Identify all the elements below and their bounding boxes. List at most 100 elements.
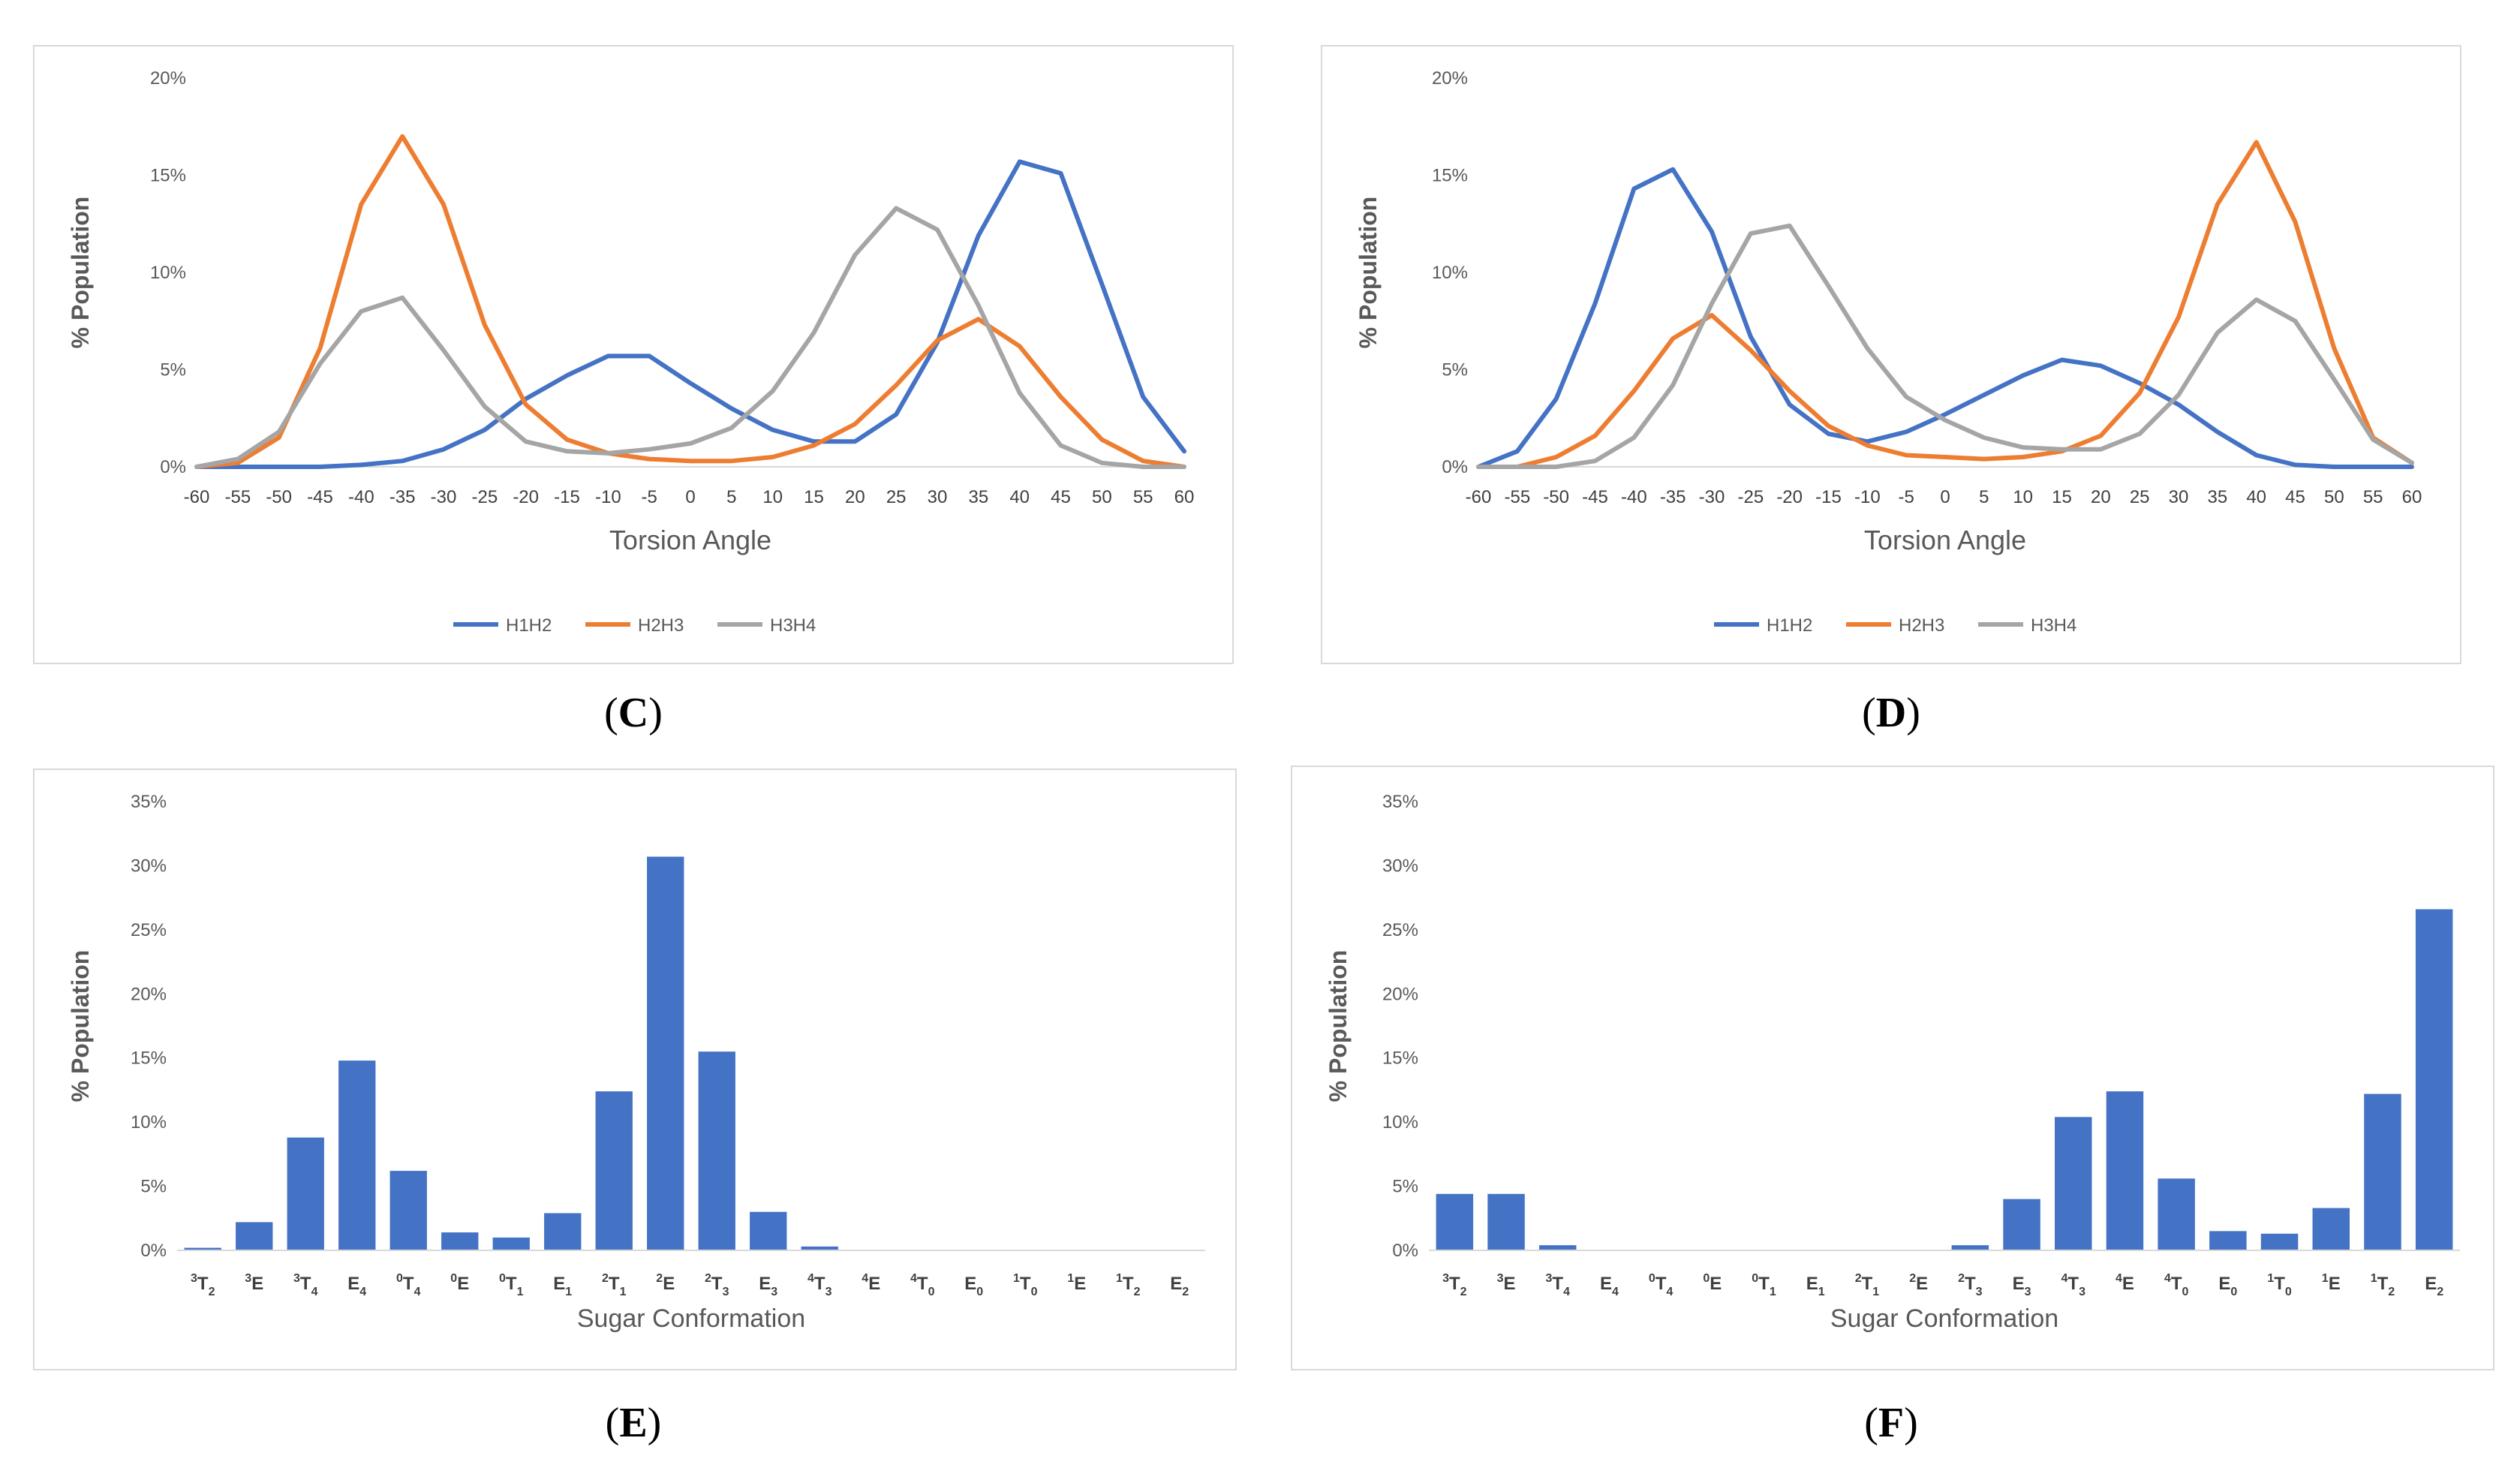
- x-tick-label: 55: [2363, 487, 2383, 507]
- series-line-h1h2: [1476, 167, 2414, 469]
- x-axis-title: Torsion Angle: [1864, 525, 2026, 555]
- x-tick-label: 35: [2207, 487, 2227, 507]
- y-tick-label: 15%: [1382, 1048, 1418, 1069]
- chart-panel-d: 0% 5% 10% 15% 20%% Population -60 -55 -50 -45 -40…: [1321, 45, 2461, 664]
- x-tick-label: 3E: [1497, 1272, 1516, 1294]
- bar: [1487, 1193, 1525, 1250]
- x-tick-label: 15: [2052, 487, 2072, 507]
- bar: [595, 1091, 633, 1250]
- x-tick-label: 25: [886, 487, 907, 507]
- bar: [184, 1247, 221, 1250]
- bar: [801, 1246, 838, 1250]
- bar: [389, 1171, 427, 1250]
- x-tick-label: -35: [389, 487, 416, 507]
- y-tick-label: 5%: [140, 1177, 167, 1197]
- x-tick-label: -50: [266, 487, 292, 507]
- y-tick-label: 30%: [1382, 856, 1418, 876]
- x-tick-label: -55: [1504, 487, 1530, 507]
- x-tick-label: 50: [1092, 487, 1112, 507]
- x-tick-label: 55: [1133, 487, 1153, 507]
- x-tick-label: 4E: [862, 1272, 880, 1294]
- x-tick-label: -15: [554, 487, 580, 507]
- x-tick-label: 2E: [656, 1272, 675, 1294]
- y-tick-label: 10%: [1382, 1112, 1418, 1133]
- x-tick-label: -35: [1660, 487, 1686, 507]
- x-tick-label: E0: [964, 1274, 983, 1298]
- x-tick-label: -30: [431, 487, 457, 507]
- x-tick-label: -25: [1737, 487, 1764, 507]
- x-tick-label: -45: [1582, 487, 1608, 507]
- x-tick-label: 20: [845, 487, 865, 507]
- bar-chart-f: 0% 5% 10% 15% 20% 25% 30% 35% % Population 3T2 3E 3…: [1325, 792, 2460, 1333]
- y-tick-label: 15%: [1432, 166, 1468, 186]
- series-line-h1h2: [194, 159, 1186, 469]
- x-tick-label: 0E: [1703, 1272, 1722, 1294]
- series-line-h3h4: [1476, 223, 2414, 469]
- x-tick-label: 0T4: [396, 1272, 421, 1298]
- x-tick-label: E1: [1806, 1274, 1825, 1298]
- legend-label-h3h4: H3H4: [770, 615, 816, 636]
- x-tick-label: 4T3: [807, 1272, 832, 1298]
- bar: [441, 1232, 479, 1250]
- y-axis-title: % Population: [67, 950, 94, 1103]
- x-tick-label: 40: [2246, 487, 2266, 507]
- y-tick-label: 0%: [140, 1241, 167, 1261]
- x-tick-label: 60: [2402, 487, 2422, 507]
- caption-f: (F): [1864, 1400, 1918, 1446]
- x-tick-label: 45: [2285, 487, 2305, 507]
- y-tick-label: 5%: [160, 360, 186, 381]
- x-tick-label: 10: [2013, 487, 2033, 507]
- bar: [2260, 1233, 2299, 1250]
- x-tick-label: 3E: [245, 1272, 263, 1294]
- x-axis-title: Sugar Conformation: [577, 1304, 805, 1333]
- y-tick-label: 25%: [131, 920, 167, 940]
- x-tick-label: -30: [1699, 487, 1725, 507]
- x-tick-label: 50: [2324, 487, 2344, 507]
- caption-d: (D): [1862, 690, 1920, 736]
- line-chart-c: 0%5%10%15%20%% Population-60 -55 -50 -45 -40…: [67, 68, 1194, 636]
- y-tick-label: 5%: [1442, 360, 1468, 381]
- bar: [2364, 1093, 2401, 1250]
- x-tick-label: 4T0: [2164, 1272, 2189, 1298]
- x-tick-label: 3T4: [1546, 1272, 1571, 1298]
- legend-label-h1h2: H1H2: [1767, 615, 1812, 636]
- chart-panel-c: 0% 5% 10% 15% 20%% Population -60 -55 -50 -45 -40…: [33, 45, 1234, 664]
- x-tick-label: 3T2: [191, 1272, 215, 1298]
- x-tick-label: 2T3: [1958, 1272, 1983, 1298]
- x-tick-label: 0: [685, 487, 695, 507]
- y-tick-label: 10%: [131, 1112, 167, 1133]
- x-tick-label: 4E: [2116, 1272, 2134, 1294]
- y-tick-label: 25%: [1382, 920, 1418, 940]
- x-tick-label: E1: [553, 1274, 572, 1298]
- y-tick-label: 15%: [131, 1048, 167, 1069]
- x-tick-label: 0T4: [1649, 1272, 1673, 1298]
- y-tick-label: 0%: [1392, 1241, 1418, 1261]
- x-tick-label: -20: [513, 487, 539, 507]
- bar: [1539, 1245, 1577, 1250]
- line-chart-d: 0%5%10%15%20%% Population-60 -55 -50 -45 -40…: [1355, 68, 2422, 636]
- y-tick-label: 30%: [131, 856, 167, 876]
- x-tick-label: E3: [759, 1274, 777, 1298]
- x-tick-label: -60: [1466, 487, 1492, 507]
- y-tick-label: 20%: [1382, 984, 1418, 1004]
- x-tick-label: 40: [1009, 487, 1030, 507]
- x-tick-label: 30: [928, 487, 948, 507]
- x-tick-label: -50: [1543, 487, 1569, 507]
- bar: [2158, 1178, 2195, 1250]
- bar: [2312, 1208, 2350, 1250]
- x-tick-label: 3T4: [293, 1272, 318, 1298]
- legend-label-h2h3: H2H3: [638, 615, 684, 636]
- x-tick-label: 1T2: [1116, 1272, 1141, 1298]
- y-tick-label: 0%: [160, 457, 186, 477]
- bar: [2209, 1231, 2247, 1250]
- bar: [492, 1237, 530, 1250]
- bar: [2106, 1091, 2144, 1250]
- x-axis-title: Sugar Conformation: [1830, 1304, 2058, 1333]
- x-tick-label: E2: [2425, 1274, 2443, 1298]
- x-tick-label: -45: [307, 487, 333, 507]
- x-tick-label: 1T2: [2371, 1272, 2395, 1298]
- x-tick-label: E3: [2013, 1274, 2031, 1298]
- x-tick-label: 25: [2130, 487, 2150, 507]
- bar: [338, 1060, 376, 1250]
- bar: [236, 1222, 273, 1250]
